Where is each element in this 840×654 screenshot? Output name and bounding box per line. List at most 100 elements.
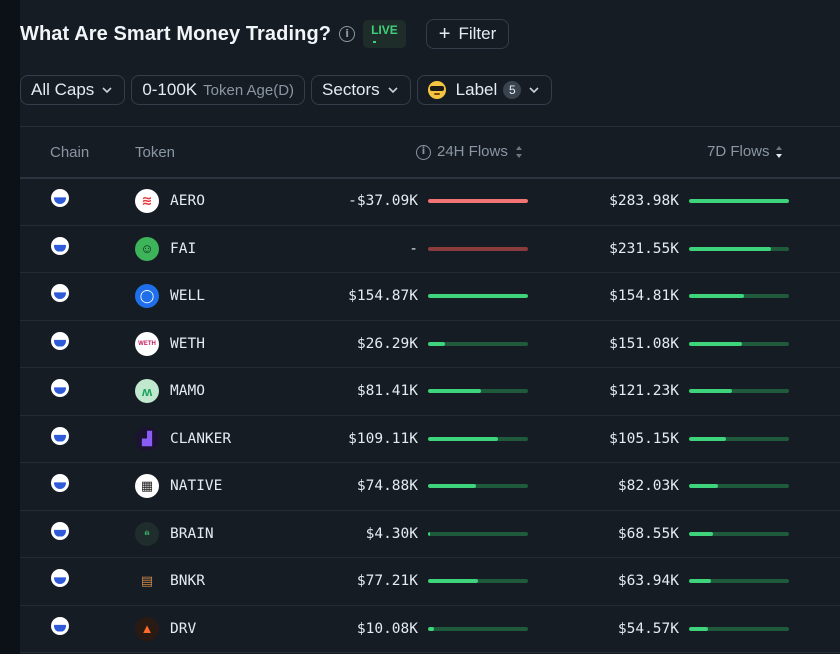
token-symbol[interactable]: FAI — [170, 240, 197, 257]
flow-24h-bar — [428, 531, 528, 536]
flow-24h-bar-fill — [428, 436, 498, 441]
chevron-down-icon — [388, 87, 398, 94]
flow-24h-value: $81.41K — [356, 383, 418, 399]
chevron-down-icon — [529, 87, 539, 94]
table-row[interactable]: ☺ FAI - $231.55K — [20, 226, 840, 273]
flow-7d-value: $151.08K — [609, 335, 679, 352]
token-logo-icon: ʍ — [135, 379, 159, 403]
flow-24h-bar — [428, 484, 528, 488]
sort-desc-icon — [775, 146, 782, 158]
flow-7d-bar — [689, 531, 789, 536]
table-row[interactable]: ▦ NATIVE $74.88K $82.03K — [20, 463, 840, 511]
token-logo-icon: ☺ — [135, 236, 159, 261]
flow-7d-value: $68.55K — [617, 525, 679, 542]
flow-7d-bar — [689, 436, 789, 441]
table-row[interactable]: ◯ WELL $154.87K $154.81K — [20, 273, 840, 321]
sunglasses-emoji-icon — [427, 81, 446, 99]
token-age-value: 0-100K — [142, 80, 198, 99]
flow-7d-value: $154.81K — [609, 288, 679, 304]
flow-7d-value: $105.15K — [609, 430, 679, 447]
flow-24h-bar — [428, 294, 528, 298]
flow-7d-bar — [689, 389, 789, 393]
flow-7d-bar-fill — [689, 389, 732, 393]
flow-7d-bar — [689, 341, 789, 346]
flow-7d-bar — [689, 484, 789, 488]
table-row[interactable]: ≋ AERO -$37.09K $283.98K — [20, 178, 840, 226]
label-count-badge: 5 — [503, 81, 522, 99]
token-logo-icon: ▤ — [135, 569, 159, 593]
live-badge: LIVE — [363, 20, 406, 48]
flow-7d-bar-fill — [689, 436, 726, 441]
plus-icon: + — [438, 23, 451, 45]
flow-24h-bar-fill — [428, 484, 476, 488]
token-symbol[interactable]: WETH — [170, 335, 205, 352]
page-title: What Are Smart Money Trading? — [20, 22, 332, 45]
flow-7d-value: $121.23K — [609, 383, 679, 399]
flow-7d-bar — [689, 626, 789, 631]
flow-7d-bar — [689, 246, 789, 251]
base-chain-icon — [51, 379, 69, 397]
token-symbol[interactable]: NATIVE — [170, 478, 223, 494]
live-label: LIVE — [371, 23, 398, 37]
token-symbol[interactable]: AERO — [170, 193, 205, 209]
token-logo-icon: ▟ — [135, 426, 159, 451]
column-header-7d-label: 7D Flows — [707, 143, 770, 160]
flow-7d-bar — [689, 579, 789, 583]
left-edge-strip — [0, 0, 20, 654]
table-row[interactable]: WETH WETH $26.29K $151.08K — [20, 321, 840, 368]
token-symbol[interactable]: BRAIN — [170, 525, 214, 542]
token-symbol[interactable]: MAMO — [170, 383, 205, 399]
flow-24h-bar-fill — [428, 531, 430, 536]
base-chain-icon — [51, 426, 69, 445]
flow-24h-bar — [428, 579, 528, 583]
sectors-label: Sectors — [322, 80, 380, 99]
caps-dropdown[interactable]: All Caps — [20, 75, 126, 105]
base-chain-icon — [51, 284, 69, 302]
label-dropdown[interactable]: Label 5 — [416, 75, 553, 105]
flow-7d-bar-fill — [689, 246, 771, 251]
table-row[interactable]: ▤ BNKR $77.21K $63.94K — [20, 558, 840, 606]
table-header: Chain Token i 24H Flows 7D Flows — [20, 127, 840, 177]
token-age-filter[interactable]: 0-100K Token Age(D) — [131, 75, 306, 105]
table-divider — [20, 126, 840, 127]
flow-24h-value: $74.88K — [356, 478, 418, 494]
base-chain-icon — [51, 189, 69, 207]
filter-bar: All Caps 0-100K Token Age(D) Sectors Lab… — [20, 75, 553, 105]
table-row[interactable]: ılı BRAIN $4.30K $68.55K — [20, 511, 840, 558]
token-symbol[interactable]: BNKR — [170, 573, 205, 589]
flow-24h-bar-fill — [428, 626, 434, 631]
flow-24h-bar — [428, 246, 528, 251]
column-header-24h-flows[interactable]: i 24H Flows — [416, 127, 524, 177]
column-header-chain: Chain — [50, 144, 90, 161]
flow-24h-value: $109.11K — [348, 430, 418, 447]
sectors-dropdown[interactable]: Sectors — [311, 75, 411, 105]
table-row[interactable]: ▟ CLANKER $109.11K $105.15K — [20, 416, 840, 463]
live-pulse-icon — [373, 41, 377, 43]
table-row[interactable]: ▲ DRV $10.08K $54.57K — [20, 606, 840, 653]
filter-button[interactable]: + Filter — [425, 19, 510, 49]
flow-24h-value: $4.30K — [365, 525, 418, 542]
flow-24h-bar — [428, 389, 528, 393]
flow-7d-bar — [689, 294, 789, 298]
column-header-7d-flows[interactable]: 7D Flows — [707, 127, 784, 177]
table-row[interactable]: ʍ MAMO $81.41K $121.23K — [20, 368, 840, 416]
flow-24h-bar — [428, 626, 528, 631]
token-logo-icon: ≋ — [135, 189, 159, 213]
token-symbol[interactable]: CLANKER — [170, 430, 232, 447]
panel-header: What Are Smart Money Trading? i LIVE + F… — [20, 18, 510, 50]
base-chain-icon — [51, 616, 69, 635]
flow-7d-bar-fill — [689, 341, 742, 346]
token-symbol[interactable]: DRV — [170, 620, 197, 637]
flow-24h-value: -$37.09K — [348, 193, 418, 209]
label-label: Label — [455, 80, 498, 99]
token-logo-icon: ılı — [135, 521, 159, 546]
flow-24h-bar-fill — [428, 294, 528, 298]
info-icon[interactable]: i — [339, 26, 356, 42]
token-symbol[interactable]: WELL — [170, 288, 205, 304]
flow-7d-bar-fill — [689, 626, 708, 631]
chevron-down-icon — [102, 87, 112, 94]
flow-7d-bar-fill — [689, 294, 744, 298]
base-chain-icon — [51, 474, 69, 492]
base-chain-icon — [51, 236, 69, 255]
flow-24h-bar-fill — [428, 579, 478, 583]
